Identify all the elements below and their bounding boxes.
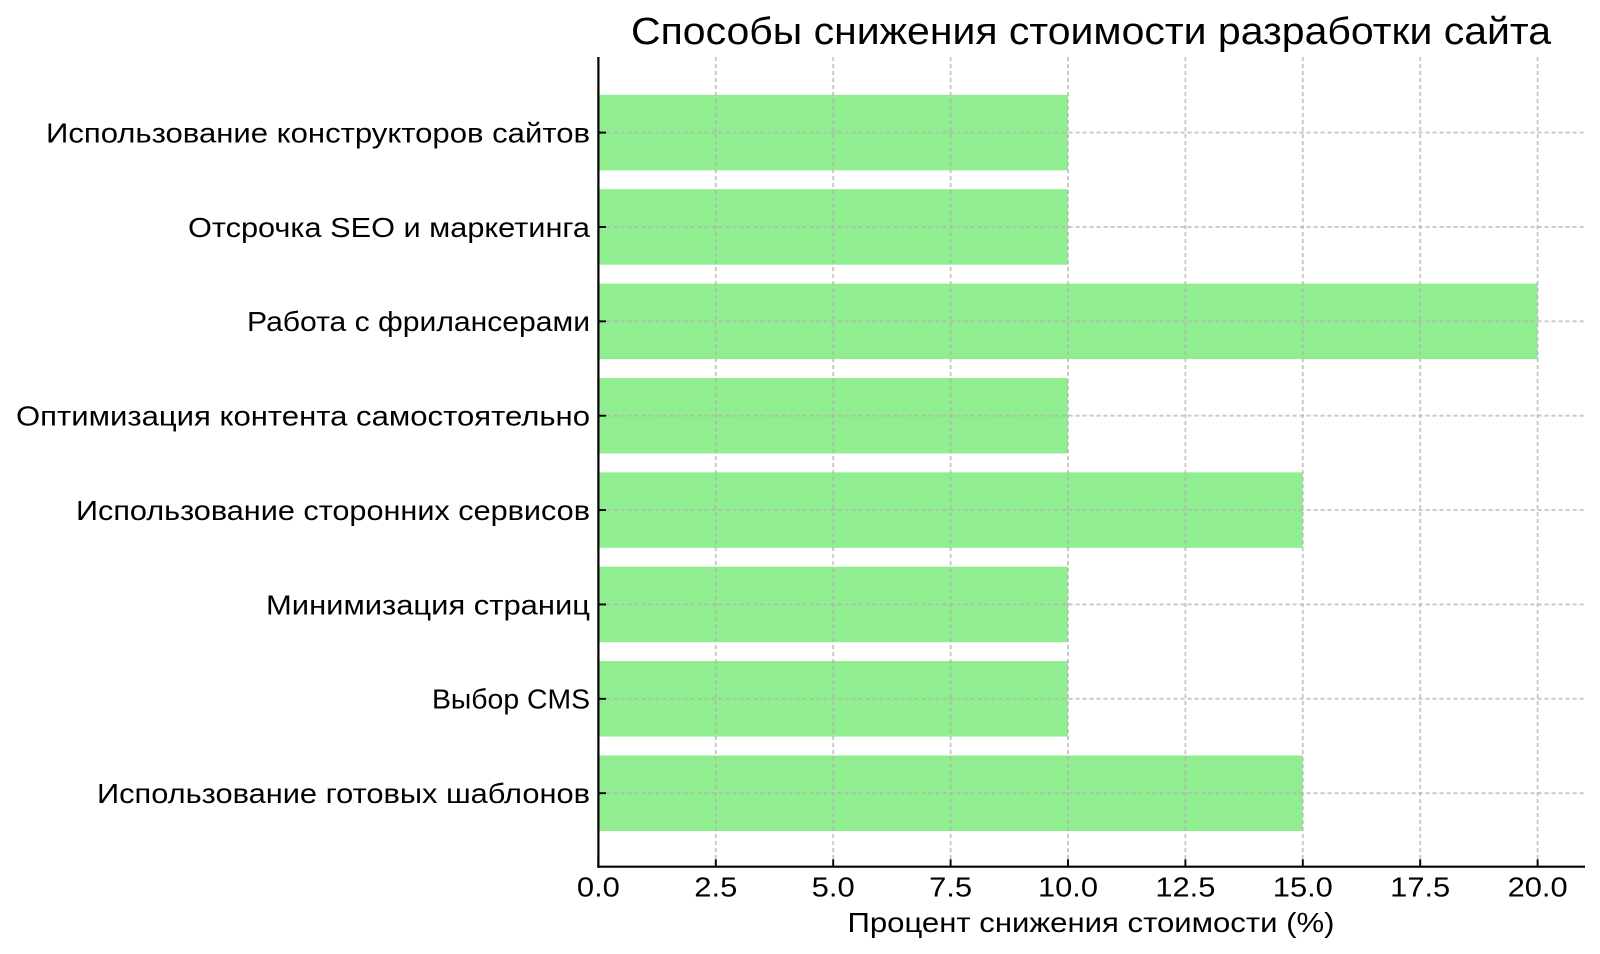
svg-text:Использование готовых шаблонов: Использование готовых шаблонов — [97, 778, 590, 809]
svg-text:7.5: 7.5 — [929, 872, 972, 903]
svg-text:Работа с фрилансерами: Работа с фрилансерами — [247, 306, 590, 337]
svg-text:Отсрочка SEO и маркетинга: Отсрочка SEO и маркетинга — [188, 212, 590, 243]
svg-text:15.0: 15.0 — [1273, 872, 1333, 903]
svg-text:Процент снижения стоимости (%): Процент снижения стоимости (%) — [848, 907, 1335, 938]
svg-text:Выбор CMS: Выбор CMS — [432, 684, 590, 715]
svg-text:5.0: 5.0 — [812, 872, 855, 903]
svg-text:Оптимизация контента самостоят: Оптимизация контента самостоятельно — [16, 401, 590, 432]
svg-text:20.0: 20.0 — [1508, 872, 1568, 903]
svg-text:Минимизация страниц: Минимизация страниц — [266, 589, 590, 620]
svg-text:Способы снижения стоимости раз: Способы снижения стоимости разработки са… — [631, 11, 1552, 53]
svg-text:0.0: 0.0 — [577, 872, 620, 903]
svg-text:Использование сторонних сервис: Использование сторонних сервисов — [76, 495, 590, 526]
svg-text:2.5: 2.5 — [694, 872, 737, 903]
svg-text:12.5: 12.5 — [1155, 872, 1215, 903]
svg-text:17.5: 17.5 — [1390, 872, 1450, 903]
svg-text:10.0: 10.0 — [1038, 872, 1098, 903]
svg-text:Использование конструкторов са: Использование конструкторов сайтов — [46, 117, 590, 148]
